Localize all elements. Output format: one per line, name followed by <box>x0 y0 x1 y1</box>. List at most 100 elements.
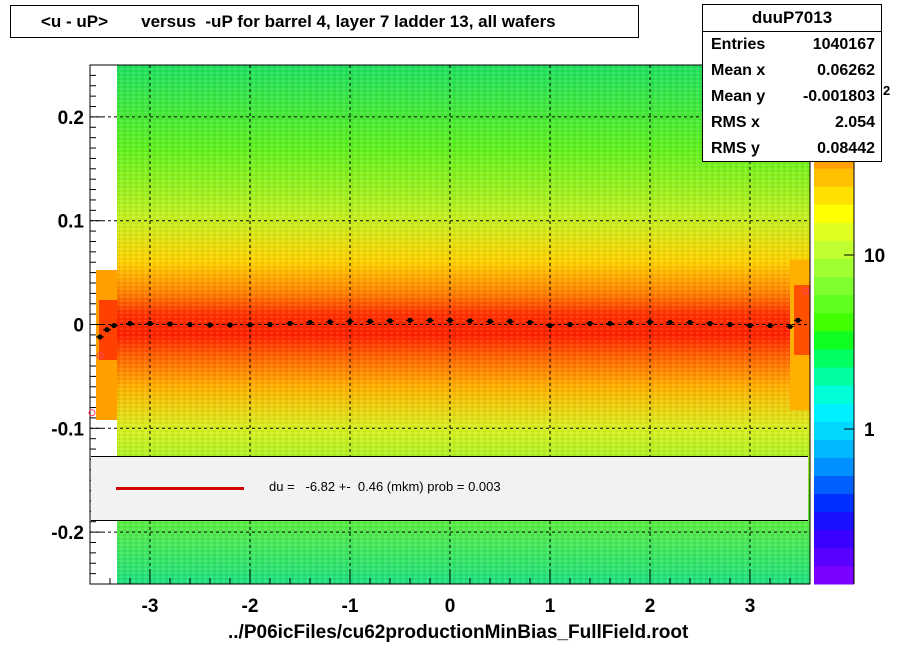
profile-point <box>467 318 473 324</box>
profile-point <box>487 318 493 324</box>
color-scale: 10 1 2 <box>814 83 890 585</box>
outlier-point <box>96 352 104 360</box>
profile-point <box>607 320 613 327</box>
color-scale-cell <box>814 240 854 259</box>
stats-label: Mean y <box>711 88 766 105</box>
stats-row-mean-x: Mean x 0.06262 <box>703 58 881 84</box>
stats-value: 0.06262 <box>817 62 875 79</box>
color-scale-cell <box>814 222 854 241</box>
stats-row-entries: Entries 1040167 <box>703 32 881 58</box>
color-scale-cell <box>814 493 854 513</box>
color-scale-cell <box>814 186 854 205</box>
color-scale-cell <box>814 421 854 440</box>
color-scale-cell <box>814 348 854 368</box>
color-scale-cell <box>814 258 854 278</box>
profile-point <box>667 319 673 326</box>
profile-point <box>227 322 233 328</box>
stats-row-rms-x: RMS x 2.054 <box>703 110 881 136</box>
stats-value: 1040167 <box>812 36 875 53</box>
stats-label: RMS y <box>711 140 760 157</box>
y-tick-label: -0.2 <box>51 523 84 544</box>
stats-row-mean-y: Mean y -0.001803 <box>703 84 881 110</box>
color-scale-cell <box>814 547 854 567</box>
color-scale-cell <box>814 276 854 296</box>
color-scale-cell <box>814 529 854 549</box>
profile-point <box>627 319 633 326</box>
color-scale-cell <box>814 403 854 422</box>
legend-line-swatch <box>116 487 244 490</box>
x-tick-label: -2 <box>242 596 259 617</box>
profile-point <box>207 322 213 328</box>
profile-point <box>567 321 573 328</box>
profile-point <box>267 321 273 328</box>
profile-point <box>587 320 593 327</box>
profile-point <box>447 317 453 323</box>
legend-fit-text: du = -6.82 +- 0.46 (mkm) prob = 0.003 <box>269 479 501 494</box>
profile-point <box>747 322 753 329</box>
profile-point <box>407 317 413 323</box>
color-scale-cell <box>814 367 854 386</box>
profile-point <box>167 321 173 327</box>
color-scale-label: 10 <box>864 246 885 267</box>
color-scale-cell <box>814 511 854 531</box>
stats-label: Entries <box>711 36 766 53</box>
profile-point <box>727 321 733 328</box>
color-scale-partial-label: 2 <box>883 83 890 98</box>
color-scale-cell <box>814 330 854 350</box>
color-scale-label: 1 <box>864 420 875 441</box>
axes: -3 -2 -1 0 1 2 3 0.2 0.1 0 -0.1 -0.2 <box>51 64 811 617</box>
outlier-point <box>88 409 96 417</box>
x-tick-label: 3 <box>745 596 756 617</box>
profile-point <box>187 321 193 328</box>
profile-point <box>307 319 313 326</box>
color-scale-cell <box>814 565 854 585</box>
profile-point <box>247 322 253 328</box>
outlier-point <box>802 287 810 295</box>
color-scale-cell <box>814 294 854 314</box>
color-scale-cell <box>814 475 854 495</box>
y-tick-label: 0.1 <box>58 212 85 233</box>
stats-value: 2.054 <box>834 114 875 131</box>
profile-point <box>547 322 553 329</box>
color-scale-cell <box>814 457 854 476</box>
x-tick-label: -1 <box>342 596 359 617</box>
profile-point <box>127 320 133 327</box>
color-scale-cell <box>814 385 854 404</box>
profile-point <box>507 318 513 324</box>
x-tick-label: -3 <box>142 596 159 617</box>
profile-point <box>111 322 117 329</box>
x-axis-label: ../P06icFiles/cu62productionMinBias_Full… <box>228 622 689 643</box>
chart-title: <u - uP> versus -uP for barrel 4, layer … <box>10 5 639 38</box>
stats-value: 0.08442 <box>817 140 875 157</box>
color-scale-cell <box>814 204 854 223</box>
stats-label: RMS x <box>711 114 760 131</box>
stats-row-rms-y: RMS y 0.08442 <box>703 136 881 162</box>
stats-value: -0.001803 <box>802 88 875 105</box>
profile-series <box>88 287 810 417</box>
stats-histogram-name: duuP7013 <box>703 5 881 32</box>
stats-label: Mean x <box>711 62 766 79</box>
y-tick-label: 0 <box>73 316 84 337</box>
x-tick-label: 1 <box>545 596 556 617</box>
profile-point <box>707 320 713 327</box>
profile-point <box>287 320 293 327</box>
fit-legend: du = -6.82 +- 0.46 (mkm) prob = 0.003 <box>91 456 808 521</box>
stats-box: duuP7013 Entries 1040167 Mean x 0.06262 … <box>702 4 882 162</box>
color-scale-cell <box>814 312 854 332</box>
profile-point <box>787 323 793 330</box>
profile-point <box>687 319 693 326</box>
profile-point <box>427 317 433 323</box>
profile-point <box>647 319 653 325</box>
x-tick-label: 0 <box>445 596 456 617</box>
profile-point <box>104 327 110 333</box>
profile-point <box>97 334 103 340</box>
y-tick-label: -0.1 <box>51 419 84 440</box>
profile-point <box>387 318 393 324</box>
color-scale-cell <box>814 168 854 187</box>
profile-point <box>327 319 333 325</box>
color-scale-cell <box>814 439 854 458</box>
profile-point <box>367 318 373 324</box>
profile-point <box>767 322 773 329</box>
